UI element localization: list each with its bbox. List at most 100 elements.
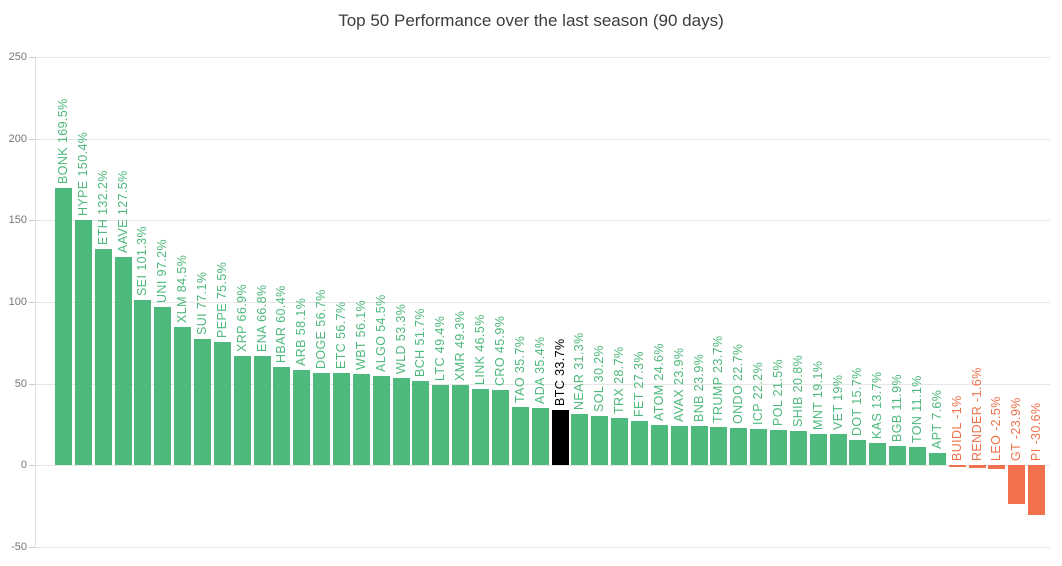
bar-wbt [352,373,370,466]
y-axis-tick [29,57,35,58]
bar-avax [670,426,688,466]
bar-label-apt: APT 7.6% [929,389,944,449]
gridline [35,302,1050,303]
y-axis-tick [29,383,35,385]
bar-label-wbt: WBT 56.1% [353,299,368,370]
bar-trx [611,418,629,466]
bar-icp [750,429,768,466]
bar-label-eth: ETH 132.2% [95,170,110,246]
bar-hype [74,219,92,466]
bar-label-trx: TRX 28.7% [612,346,627,415]
bar-label-pepe: PEPE 75.5% [214,261,229,339]
bar-fet [630,420,648,466]
y-axis-tick [29,138,35,140]
bar-label-sui: SUI 77.1% [195,272,210,336]
bar-label-bnb: BNB 23.9% [691,354,706,423]
bar-label-leo: LEO -2.5% [989,396,1004,462]
bar-sui [194,339,212,466]
bar-label-btc: BTC 33.7% [552,338,567,407]
y-axis-tick-label: 200 [8,132,27,145]
bar-algo [372,376,390,466]
bar-label-xmr: XMR 49.3% [453,310,468,381]
bar-leo [988,465,1006,470]
bar-uni [154,306,172,466]
bar-vet [829,434,847,466]
bar-atom [650,425,668,466]
bar-label-bonk: BONK 169.5% [56,98,70,185]
bar-btc [551,410,569,466]
bar-label-pi: PI -30.6% [1029,402,1044,462]
y-axis-tick-label: 150 [8,214,27,227]
bar-label-sei: SEI 101.3% [135,225,150,296]
y-axis-tick-label: 100 [8,296,27,308]
bar-sei [134,299,152,466]
bar-label-hype: HYPE 150.4% [75,131,90,216]
bar-kas [869,442,887,466]
bar-xmr [452,384,470,466]
chart-title: Top 50 Performance over the last season … [338,11,724,30]
bar-label-kas: KAS 13.7% [870,371,885,439]
bar-bgb [889,445,907,466]
bar-bch [412,380,430,466]
bar-label-sol: SOL 30.2% [592,344,607,412]
bar-label-algo: ALGO 54.5% [373,294,388,373]
bar-label-doge: DOGE 56.7% [314,288,329,369]
bar-doge [313,372,331,466]
bar-label-etc: ETC 56.7% [334,301,349,369]
bar-label-dot: DOT 15.7% [850,367,865,436]
bar-pi [1028,465,1046,516]
y-axis-tick [29,220,35,222]
bar-dot [849,439,867,466]
bar-bnb [690,426,708,466]
y-axis-tick-label: 0 [20,459,27,472]
bar-bonk [55,188,72,466]
bar-wld [392,378,410,466]
bar-label-ondo: ONDO 22.7% [731,343,746,425]
gridline [35,138,1050,140]
bar-hbar [273,366,291,466]
bar-ena [253,356,271,466]
bar-label-avax: AVAX 23.9% [671,347,686,423]
bar-label-wld: WLD 53.3% [393,303,408,375]
bar-cro [491,390,509,466]
bar-label-aave: AAVE 127.5% [115,170,130,254]
bar-aave [114,257,132,466]
bar-label-buidl: BUIDL -1% [949,395,964,462]
bar-render [968,465,986,468]
bar-label-ada: ADA 35.4% [532,335,547,404]
bar-xrp [233,356,251,466]
y-axis-tick [29,547,35,548]
bar-eth [94,249,112,466]
bar-gt [1008,465,1026,505]
bar-label-shib: SHIB 20.8% [790,355,805,428]
bar-mnt [809,434,827,466]
gridline [35,465,1050,467]
y-axis-tick-label: -50 [11,541,27,553]
bar-arb [293,370,311,466]
bar-xlm [174,327,192,466]
bar-label-xrp: XRP 66.9% [234,284,249,353]
gridline [35,383,1050,385]
gridline [35,57,1050,58]
bar-pol [769,430,787,466]
bar-ltc [432,384,450,466]
bar-sol [591,416,609,466]
bar-label-gt: GT -23.9% [1009,397,1024,462]
bar-label-hbar: HBAR 60.4% [274,285,289,363]
y-axis-line [35,57,36,547]
bar-label-icp: ICP 22.2% [751,361,766,426]
y-axis-tick [29,465,35,467]
y-axis-tick-label: 250 [8,51,27,63]
y-axis-tick [29,302,35,303]
bar-label-ena: ENA 66.8% [254,284,269,353]
bar-trump [710,426,728,466]
bar-label-near: NEAR 31.3% [572,332,587,411]
bar-label-fet: FET 27.3% [631,350,646,417]
bar-label-cro: CRO 45.9% [492,316,507,387]
bar-near [571,414,589,466]
bar-label-ton: TON 11.1% [909,375,924,444]
bar-pepe [213,342,231,466]
bar-ton [908,447,926,466]
